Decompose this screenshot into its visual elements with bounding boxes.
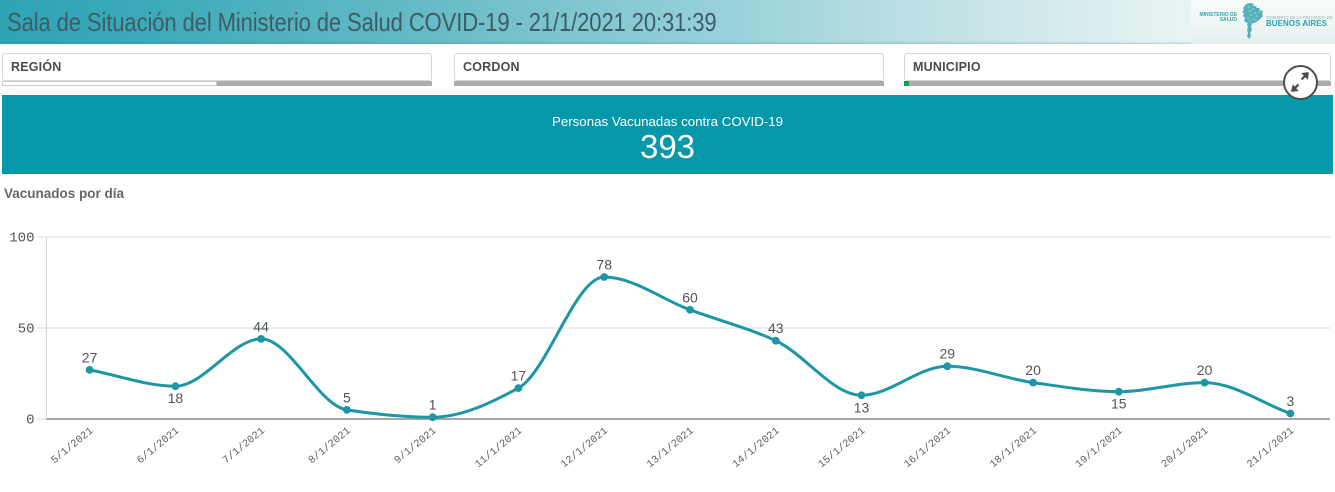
- svg-text:16/1/2021: 16/1/2021: [902, 425, 954, 471]
- svg-text:0: 0: [26, 413, 34, 429]
- svg-text:9/1/2021: 9/1/2021: [392, 425, 439, 467]
- svg-text:29: 29: [940, 346, 956, 362]
- svg-text:11/1/2021: 11/1/2021: [473, 425, 525, 471]
- svg-text:5/1/2021: 5/1/2021: [49, 425, 96, 467]
- svg-text:43: 43: [768, 320, 784, 336]
- svg-text:15: 15: [1111, 396, 1127, 412]
- svg-text:100: 100: [9, 231, 34, 247]
- svg-text:8/1/2021: 8/1/2021: [307, 425, 354, 467]
- svg-text:1: 1: [429, 397, 437, 413]
- svg-text:18: 18: [168, 390, 184, 406]
- svg-text:12/1/2021: 12/1/2021: [559, 425, 611, 471]
- svg-text:15/1/2021: 15/1/2021: [816, 425, 868, 471]
- svg-text:7/1/2021: 7/1/2021: [221, 425, 268, 467]
- svg-text:20/1/2021: 20/1/2021: [1159, 425, 1211, 471]
- svg-text:27: 27: [82, 349, 98, 365]
- svg-text:19/1/2021: 19/1/2021: [1074, 425, 1126, 471]
- svg-text:20: 20: [1197, 362, 1213, 378]
- svg-text:18/1/2021: 18/1/2021: [988, 425, 1040, 471]
- svg-text:14/1/2021: 14/1/2021: [731, 425, 783, 471]
- svg-text:44: 44: [253, 318, 269, 334]
- svg-text:13/1/2021: 13/1/2021: [645, 425, 697, 471]
- svg-text:13: 13: [854, 399, 870, 415]
- svg-text:78: 78: [596, 257, 612, 273]
- svg-text:21/1/2021: 21/1/2021: [1245, 425, 1297, 471]
- svg-text:17: 17: [511, 368, 527, 384]
- svg-text:20: 20: [1025, 362, 1041, 378]
- svg-text:60: 60: [682, 289, 698, 305]
- svg-text:50: 50: [18, 322, 35, 338]
- svg-text:6/1/2021: 6/1/2021: [135, 425, 182, 467]
- svg-text:3: 3: [1287, 393, 1295, 409]
- svg-text:5: 5: [343, 389, 351, 405]
